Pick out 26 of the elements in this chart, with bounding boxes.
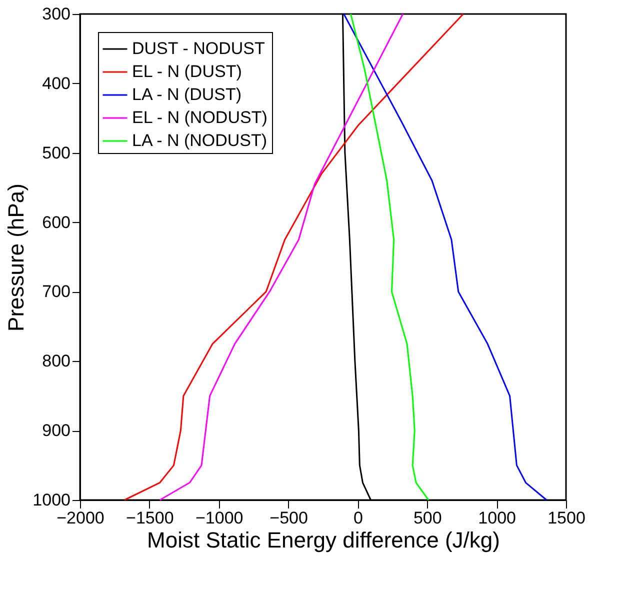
legend-label: EL - N (DUST) [132,62,242,81]
x-tick-label: 1500 [548,508,586,528]
y-tick-label: 1000 [32,490,70,510]
legend-label: LA - N (NODUST) [132,131,268,150]
y-tick-label: 400 [42,74,70,93]
line-series [343,13,548,501]
x-tick-label: 0 [353,508,363,528]
y-tick-label: 900 [42,421,70,440]
y-tick-label: 700 [42,282,70,302]
y-tick-label: 500 [42,143,70,162]
x-tick-label: 500 [413,508,442,528]
y-tick-label: 300 [42,4,70,24]
legend-label: EL - N (NODUST) [132,108,268,127]
line-series [350,13,430,501]
x-axis-title: Moist Static Energy difference (J/kg) [147,528,500,552]
line-series [124,13,464,501]
y-tick-label: 600 [42,212,70,232]
x-tick-label: 1000 [478,508,516,528]
legend-label: LA - N (DUST) [132,85,242,104]
x-tick-label: −2000 [56,508,104,528]
x-tick-label: −1000 [195,508,244,528]
legend-label: DUST - NODUST [132,39,265,58]
y-axis-title: Pressure (hPa) [4,184,29,332]
x-tick-label: −500 [270,508,308,528]
x-tick-label: −1500 [126,508,174,528]
y-tick-label: 800 [42,352,70,371]
